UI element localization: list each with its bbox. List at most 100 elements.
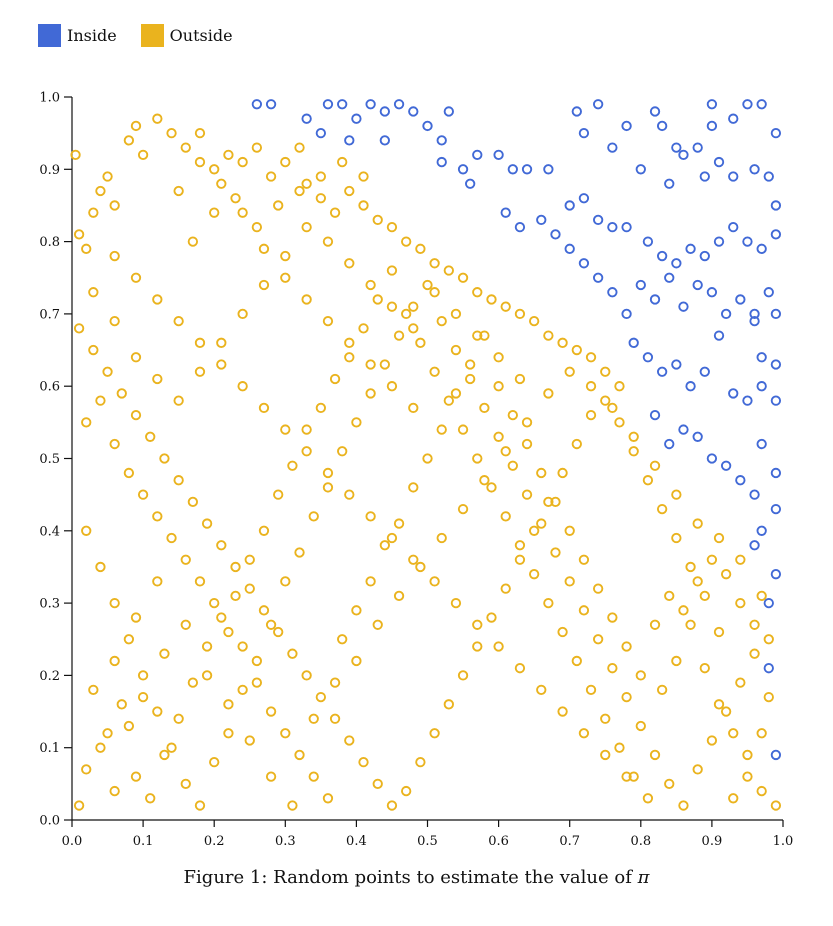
data-point-inside: [536, 214, 547, 226]
data-point-outside: [479, 475, 490, 486]
data-point-outside: [294, 185, 305, 197]
x-tick-label: 0.5: [417, 834, 438, 849]
data-point-inside: [642, 236, 654, 247]
data-point-outside: [301, 221, 312, 233]
data-point-outside: [159, 648, 170, 659]
data-point-outside: [429, 287, 440, 298]
data-point-outside: [301, 670, 312, 681]
x-tick-label: 0.1: [133, 834, 154, 849]
data-point-outside: [365, 388, 376, 399]
scatter-chart: 0.0 0.1 0.2 0.3 0.4 0.5 0.6 0.7 0.8 0.9 1.0 0.0 0.1 0…: [39, 91, 794, 850]
data-point-outside: [237, 207, 248, 218]
data-point-outside: [479, 402, 490, 414]
y-tick-label: 0.7: [39, 307, 60, 322]
data-point-outside: [322, 793, 334, 804]
data-point-inside: [735, 294, 746, 305]
data-point-outside: [600, 749, 611, 761]
data-point-inside: [465, 178, 476, 189]
data-point-inside: [685, 381, 696, 392]
data-point-outside: [173, 185, 184, 197]
data-point-outside: [422, 279, 433, 291]
data-point-outside: [493, 641, 504, 652]
data-point-outside: [123, 634, 135, 645]
data-point-outside: [706, 554, 718, 565]
data-point-outside: [379, 540, 390, 551]
data-point-inside: [770, 359, 782, 370]
data-point-outside: [486, 294, 497, 305]
data-point-outside: [713, 626, 725, 638]
data-point-outside: [372, 294, 383, 305]
data-point-inside: [493, 149, 504, 160]
data-point-outside: [280, 250, 291, 262]
data-point-inside: [621, 120, 632, 132]
x-tick-label: 1.0: [773, 834, 794, 849]
data-point-outside: [493, 352, 504, 363]
data-point-outside: [166, 127, 177, 139]
data-point-outside: [344, 352, 355, 363]
data-point-inside: [735, 475, 746, 486]
data-point-outside: [73, 800, 85, 811]
data-point-outside: [130, 612, 142, 623]
data-point-outside: [472, 287, 483, 298]
data-point-outside: [408, 482, 419, 493]
data-point-outside: [137, 489, 149, 500]
data-point-outside: [543, 330, 554, 341]
data-point-outside: [130, 409, 142, 421]
data-point-outside: [137, 691, 149, 703]
data-point-outside: [685, 561, 696, 573]
data-point-outside: [642, 475, 654, 486]
data-point-outside: [102, 366, 113, 377]
data-point-inside: [720, 460, 732, 471]
data-point-outside: [109, 200, 120, 211]
data-point-outside: [642, 793, 654, 804]
data-point-outside: [529, 569, 540, 580]
data-point-outside: [386, 532, 398, 544]
data-point-outside: [457, 424, 469, 435]
data-point-outside: [685, 619, 696, 630]
data-point-outside: [678, 800, 689, 811]
x-tick-label: 0.2: [204, 834, 225, 849]
data-point-inside: [351, 113, 362, 124]
data-point-inside: [756, 99, 767, 110]
data-point-inside: [337, 99, 348, 110]
data-point-outside: [130, 771, 142, 782]
data-point-inside: [713, 156, 725, 168]
data-point-outside: [578, 728, 590, 739]
data-point-outside: [187, 677, 199, 688]
data-point-outside: [372, 214, 383, 226]
data-point-outside: [123, 135, 135, 146]
data-point-inside: [685, 243, 696, 254]
data-point-inside: [635, 279, 646, 291]
data-point-outside: [507, 409, 518, 421]
data-point-inside: [344, 135, 355, 146]
data-point-outside: [585, 352, 597, 363]
data-point-outside: [600, 395, 611, 406]
data-point-inside: [507, 164, 518, 175]
data-point-outside: [379, 359, 390, 370]
legend-entry-inside: Inside: [38, 24, 117, 47]
data-point-outside: [564, 366, 575, 377]
data-point-outside: [337, 156, 348, 168]
data-point-outside: [194, 127, 206, 139]
data-point-outside: [116, 699, 127, 710]
data-point-outside: [70, 149, 81, 160]
data-point-outside: [216, 359, 227, 370]
data-point-outside: [344, 489, 355, 500]
data-point-outside: [322, 482, 334, 493]
data-point-outside: [713, 699, 725, 710]
data-point-outside: [315, 171, 326, 182]
data-point-outside: [408, 554, 419, 565]
y-tick-label: 0.6: [39, 380, 60, 395]
data-point-outside: [358, 200, 369, 211]
data-point-outside: [728, 728, 739, 739]
data-point-outside: [344, 337, 355, 348]
data-point-outside: [457, 272, 469, 283]
data-point-outside: [664, 590, 675, 602]
data-point-outside: [621, 641, 632, 652]
data-point-outside: [436, 315, 447, 327]
x-tick-label: 0.6: [488, 834, 509, 849]
data-point-inside: [749, 540, 760, 551]
data-point-inside: [649, 106, 661, 117]
data-point-outside: [521, 417, 533, 428]
data-point-outside: [287, 460, 298, 471]
